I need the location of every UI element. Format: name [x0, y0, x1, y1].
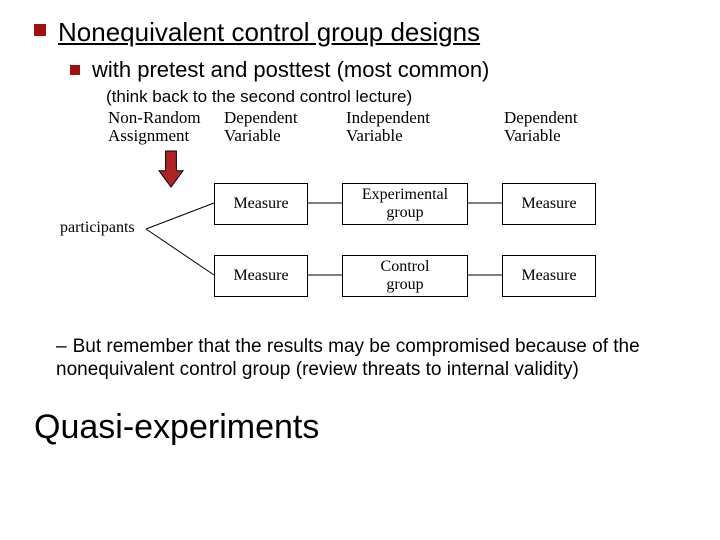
box-measure-bottom: Measure	[214, 255, 308, 297]
label-dv1: DependentVariable	[224, 109, 298, 146]
participants-label: participants	[60, 219, 146, 239]
parenthetical-note: (think back to the second control lectur…	[106, 87, 686, 107]
dash-bullet-icon: –	[56, 336, 67, 357]
label-assignment: Non-RandomAssignment	[108, 109, 201, 146]
line-participants-bottom	[146, 229, 214, 275]
down-arrow-icon	[159, 151, 183, 187]
remember-text: But remember that the results may be com…	[56, 336, 640, 381]
line-participants-top	[146, 203, 214, 229]
lvl2-text: with pretest and posttest (most common)	[92, 57, 489, 83]
bullet-level-2: with pretest and posttest (most common)	[70, 57, 686, 83]
bullet-square-icon	[34, 24, 46, 36]
box-measure-bottom-right: Measure	[502, 255, 596, 297]
column-labels-row: Non-RandomAssignment DependentVariable I…	[34, 107, 686, 147]
box-measure-top: Measure	[214, 183, 308, 225]
lvl1-title: Nonequivalent control group designs	[58, 18, 480, 47]
diagram-area: participants Measure Experimentalgroup Meas…	[34, 147, 686, 317]
remember-paragraph: –But remember that the results may be co…	[56, 335, 686, 383]
bullet-square-icon	[70, 65, 80, 75]
label-iv: IndependentVariable	[346, 109, 430, 146]
label-dv2: DependentVariable	[504, 109, 578, 146]
box-control-group: Controlgroup	[342, 255, 468, 297]
bullet-level-1: Nonequivalent control group designs	[34, 18, 686, 47]
box-measure-top-right: Measure	[502, 183, 596, 225]
box-experimental-group: Experimentalgroup	[342, 183, 468, 225]
main-title: Quasi-experiments	[34, 408, 686, 447]
